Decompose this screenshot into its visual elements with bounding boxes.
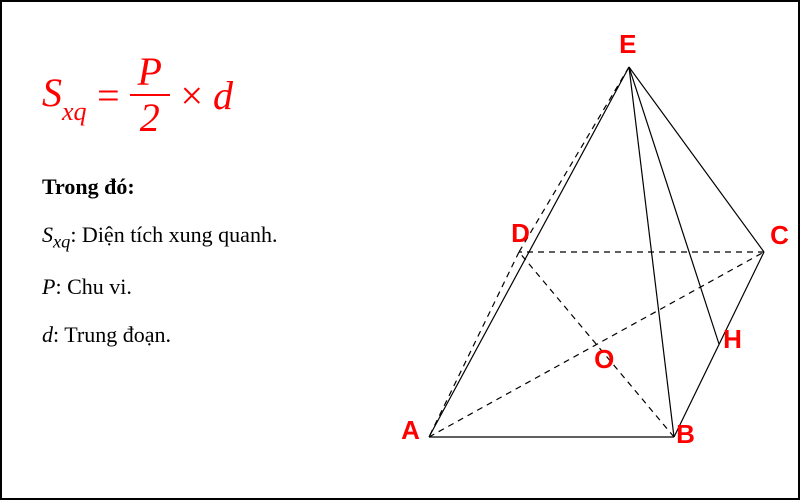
formula-denominator: 2 — [132, 96, 168, 138]
formula: Sxq = P 2 × d — [42, 52, 364, 138]
edge-EB — [629, 67, 674, 437]
pyramid-diagram — [384, 2, 800, 502]
legend-item: d: Trung đoạn. — [42, 322, 364, 348]
right-panel: A B C D E O H — [384, 2, 798, 498]
formula-fraction: P 2 — [130, 52, 170, 138]
formula-times: × — [178, 72, 205, 119]
edge-EC — [629, 67, 764, 252]
legend-title-text: Trong đó — [42, 174, 127, 199]
vertex-label-O: O — [594, 344, 614, 375]
formula-lhs: Sxq — [42, 69, 87, 122]
legend-symbol: Sxq — [42, 222, 70, 247]
legend-symbol: P — [42, 274, 55, 299]
main-container: Sxq = P 2 × d Trong đó: Sxq: Diện tích x… — [2, 2, 798, 498]
vertex-label-B: B — [676, 419, 695, 450]
edge-ED — [519, 67, 629, 252]
edge-BC — [674, 252, 764, 437]
vertex-label-E: E — [619, 29, 636, 60]
legend-desc: : Trung đoạn. — [53, 322, 171, 347]
legend-desc: : Diện tích xung quanh. — [70, 222, 277, 247]
legend-list: Sxq: Diện tích xung quanh.P: Chu vi.d: T… — [42, 222, 364, 348]
vertex-label-C: C — [770, 220, 789, 251]
formula-lhs-base: S — [42, 70, 62, 115]
left-panel: Sxq = P 2 × d Trong đó: Sxq: Diện tích x… — [2, 2, 384, 498]
formula-eq: = — [95, 72, 122, 119]
edge-DA — [429, 252, 519, 437]
vertex-label-H: H — [723, 324, 742, 355]
legend-item: P: Chu vi. — [42, 274, 364, 300]
legend-item: Sxq: Diện tích xung quanh. — [42, 222, 364, 252]
formula-lhs-sub: xq — [62, 97, 87, 126]
vertex-label-D: D — [511, 218, 530, 249]
legend-title: Trong đó: — [42, 174, 364, 200]
formula-numerator: P — [130, 52, 170, 96]
edge-EH — [629, 67, 719, 344]
vertex-label-A: A — [401, 415, 420, 446]
legend-desc: : Chu vi. — [55, 274, 131, 299]
legend-symbol: d — [42, 322, 53, 347]
formula-rhs: d — [213, 72, 233, 119]
